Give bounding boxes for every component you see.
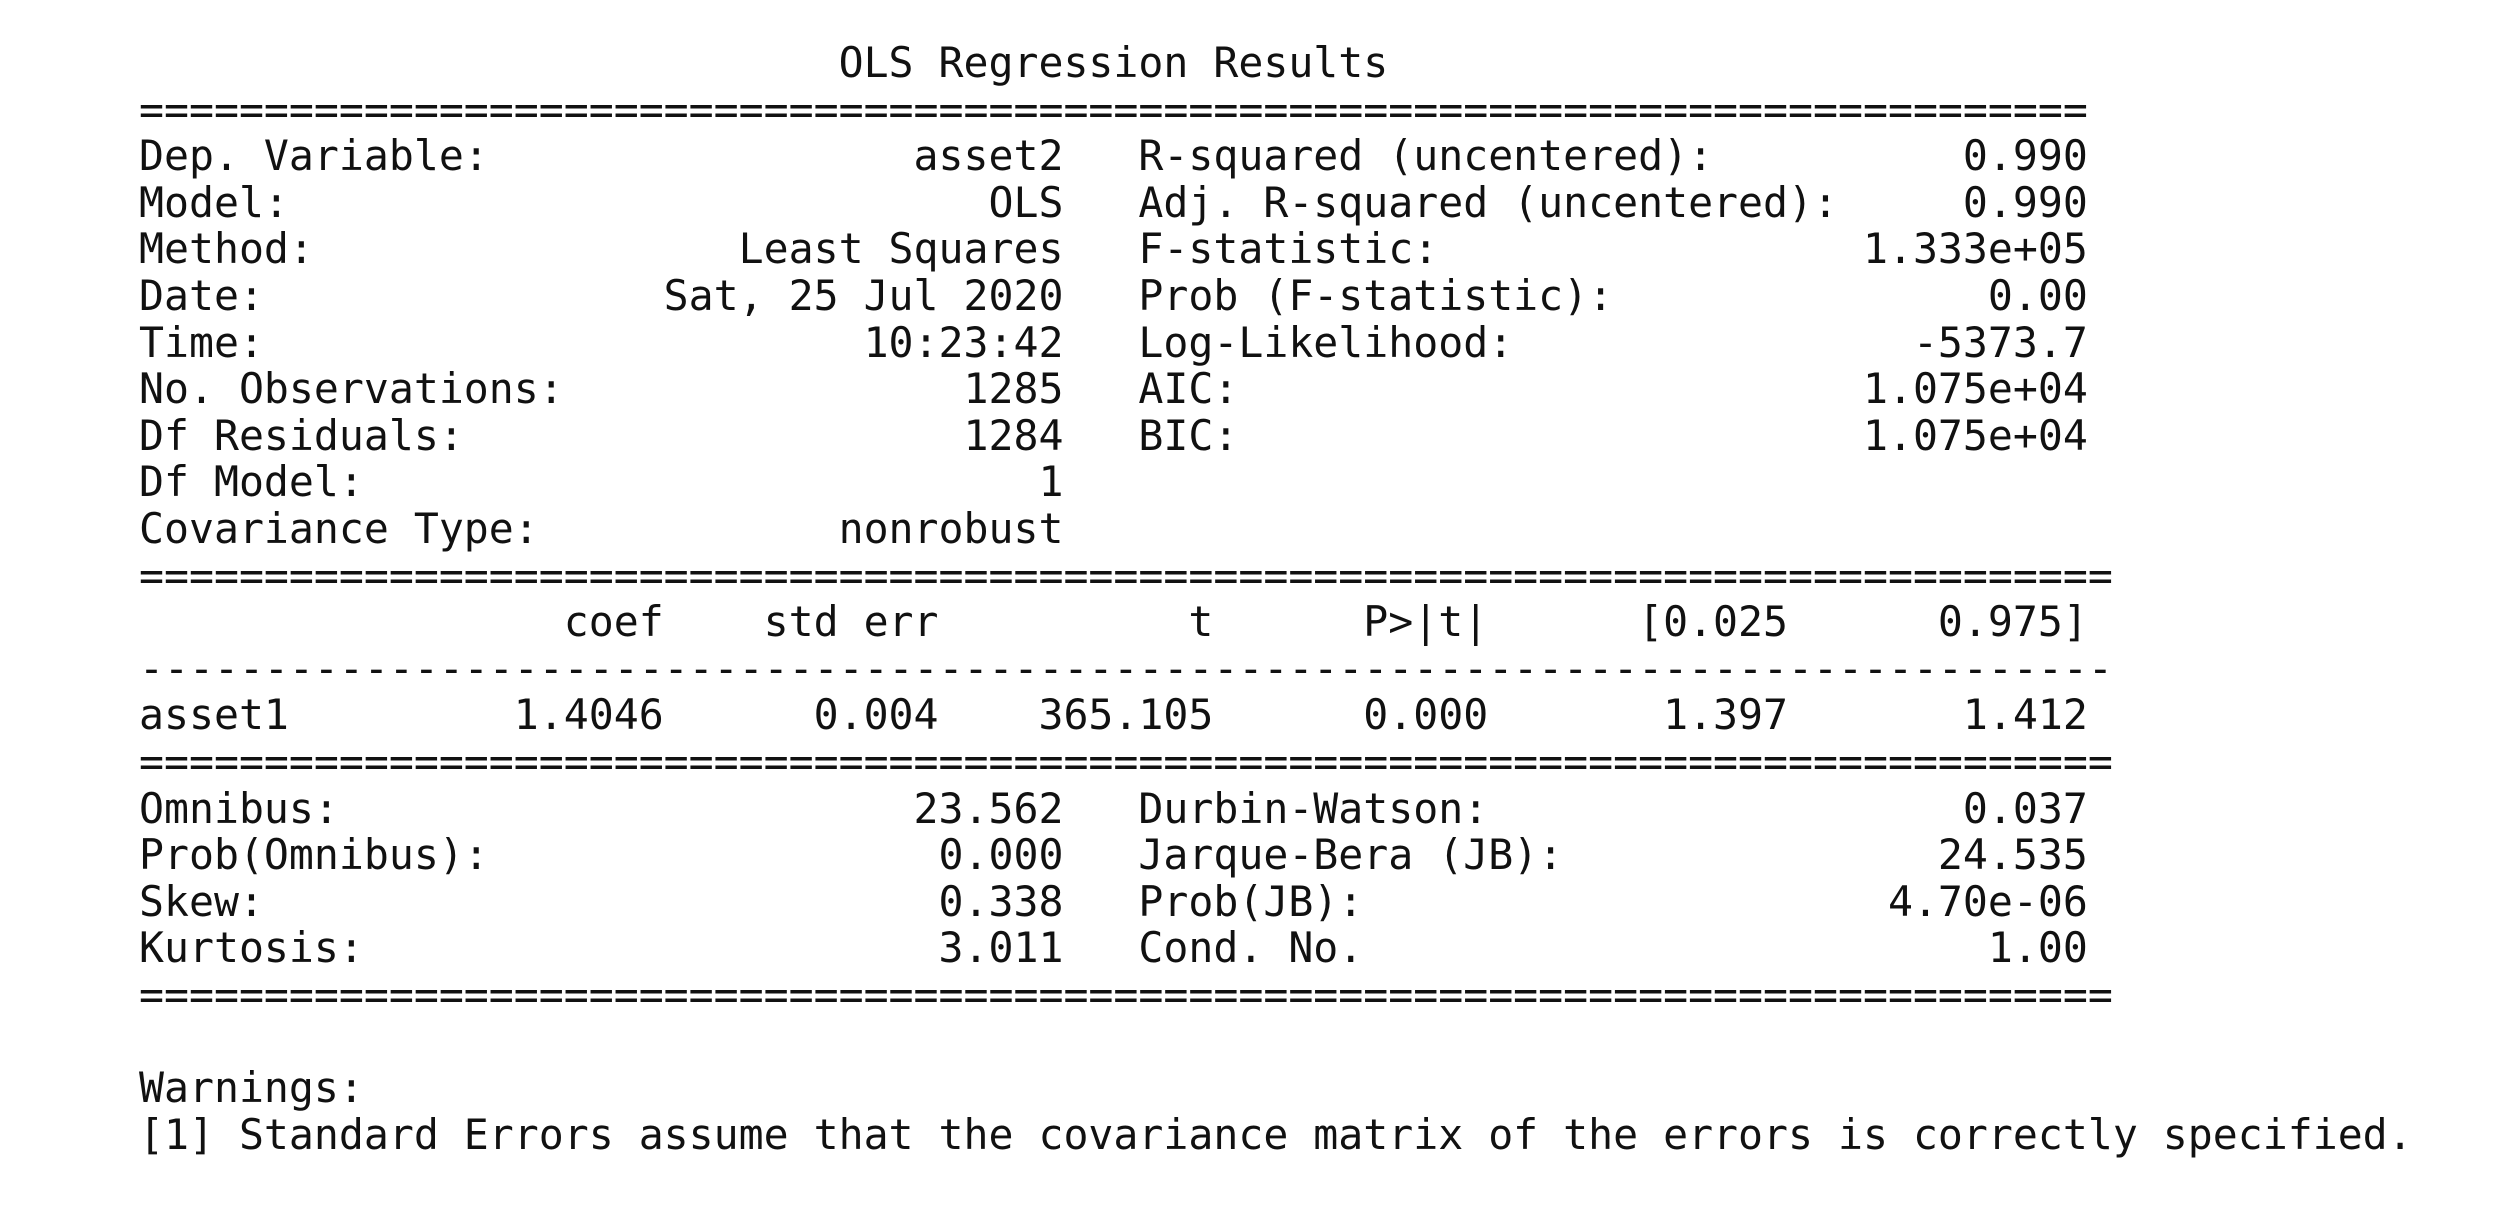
diag-row-kurtosis: Kurtosis: 3.011 Cond. No. 1.00	[139, 923, 2088, 973]
separator-bottom: ========================================…	[139, 969, 2113, 1019]
diag-row-prob-omnibus: Prob(Omnibus): 0.000 Jarque-Bera (JB): 2…	[139, 830, 2088, 880]
diag-row-omnibus: Omnibus: 23.562 Durbin-Watson: 0.037	[139, 783, 2088, 833]
warnings-heading: Warnings:	[139, 1063, 364, 1113]
stat-row-model: Model: OLS Adj. R-squared (uncentered): …	[139, 177, 2088, 227]
diag-row-skew: Skew: 0.338 Prob(JB): 4.70e-06	[139, 876, 2088, 926]
coef-row-asset1: asset1 1.4046 0.004 365.105 0.000 1.397 …	[139, 690, 2088, 740]
blank-line	[139, 1018, 2413, 1065]
stat-row-df-model: Df Model: 1	[139, 457, 1064, 507]
regression-report: OLS Regression Results ==================…	[139, 38, 2413, 1159]
warning-item: [1] Standard Errors assume that the cova…	[139, 1109, 2413, 1159]
stat-row-date: Date: Sat, 25 Jul 2020 Prob (F-statistic…	[139, 270, 2088, 320]
stat-row-df-residuals: Df Residuals: 1284 BIC: 1.075e+04	[139, 410, 2088, 460]
separator-diagnostics-top: ========================================…	[139, 736, 2113, 786]
coef-table-header: coef std err t P>|t| [0.025 0.975]	[139, 597, 2088, 647]
separator-top: ========================================…	[139, 84, 2088, 134]
stat-row-covariance-type: Covariance Type: nonrobust	[139, 503, 1064, 553]
separator-coef-top: ========================================…	[139, 550, 2113, 600]
stat-row-time: Time: 10:23:42 Log-Likelihood: -5373.7	[139, 317, 2088, 367]
stat-row-observations: No. Observations: 1285 AIC: 1.075e+04	[139, 364, 2088, 414]
stat-row-method: Method: Least Squares F-statistic: 1.333…	[139, 224, 2088, 274]
stat-row-dep-variable: Dep. Variable: asset2 R-squared (uncente…	[139, 131, 2088, 181]
separator-coef-header: ----------------------------------------…	[139, 643, 2113, 693]
report-title: OLS Regression Results	[139, 38, 1389, 87]
